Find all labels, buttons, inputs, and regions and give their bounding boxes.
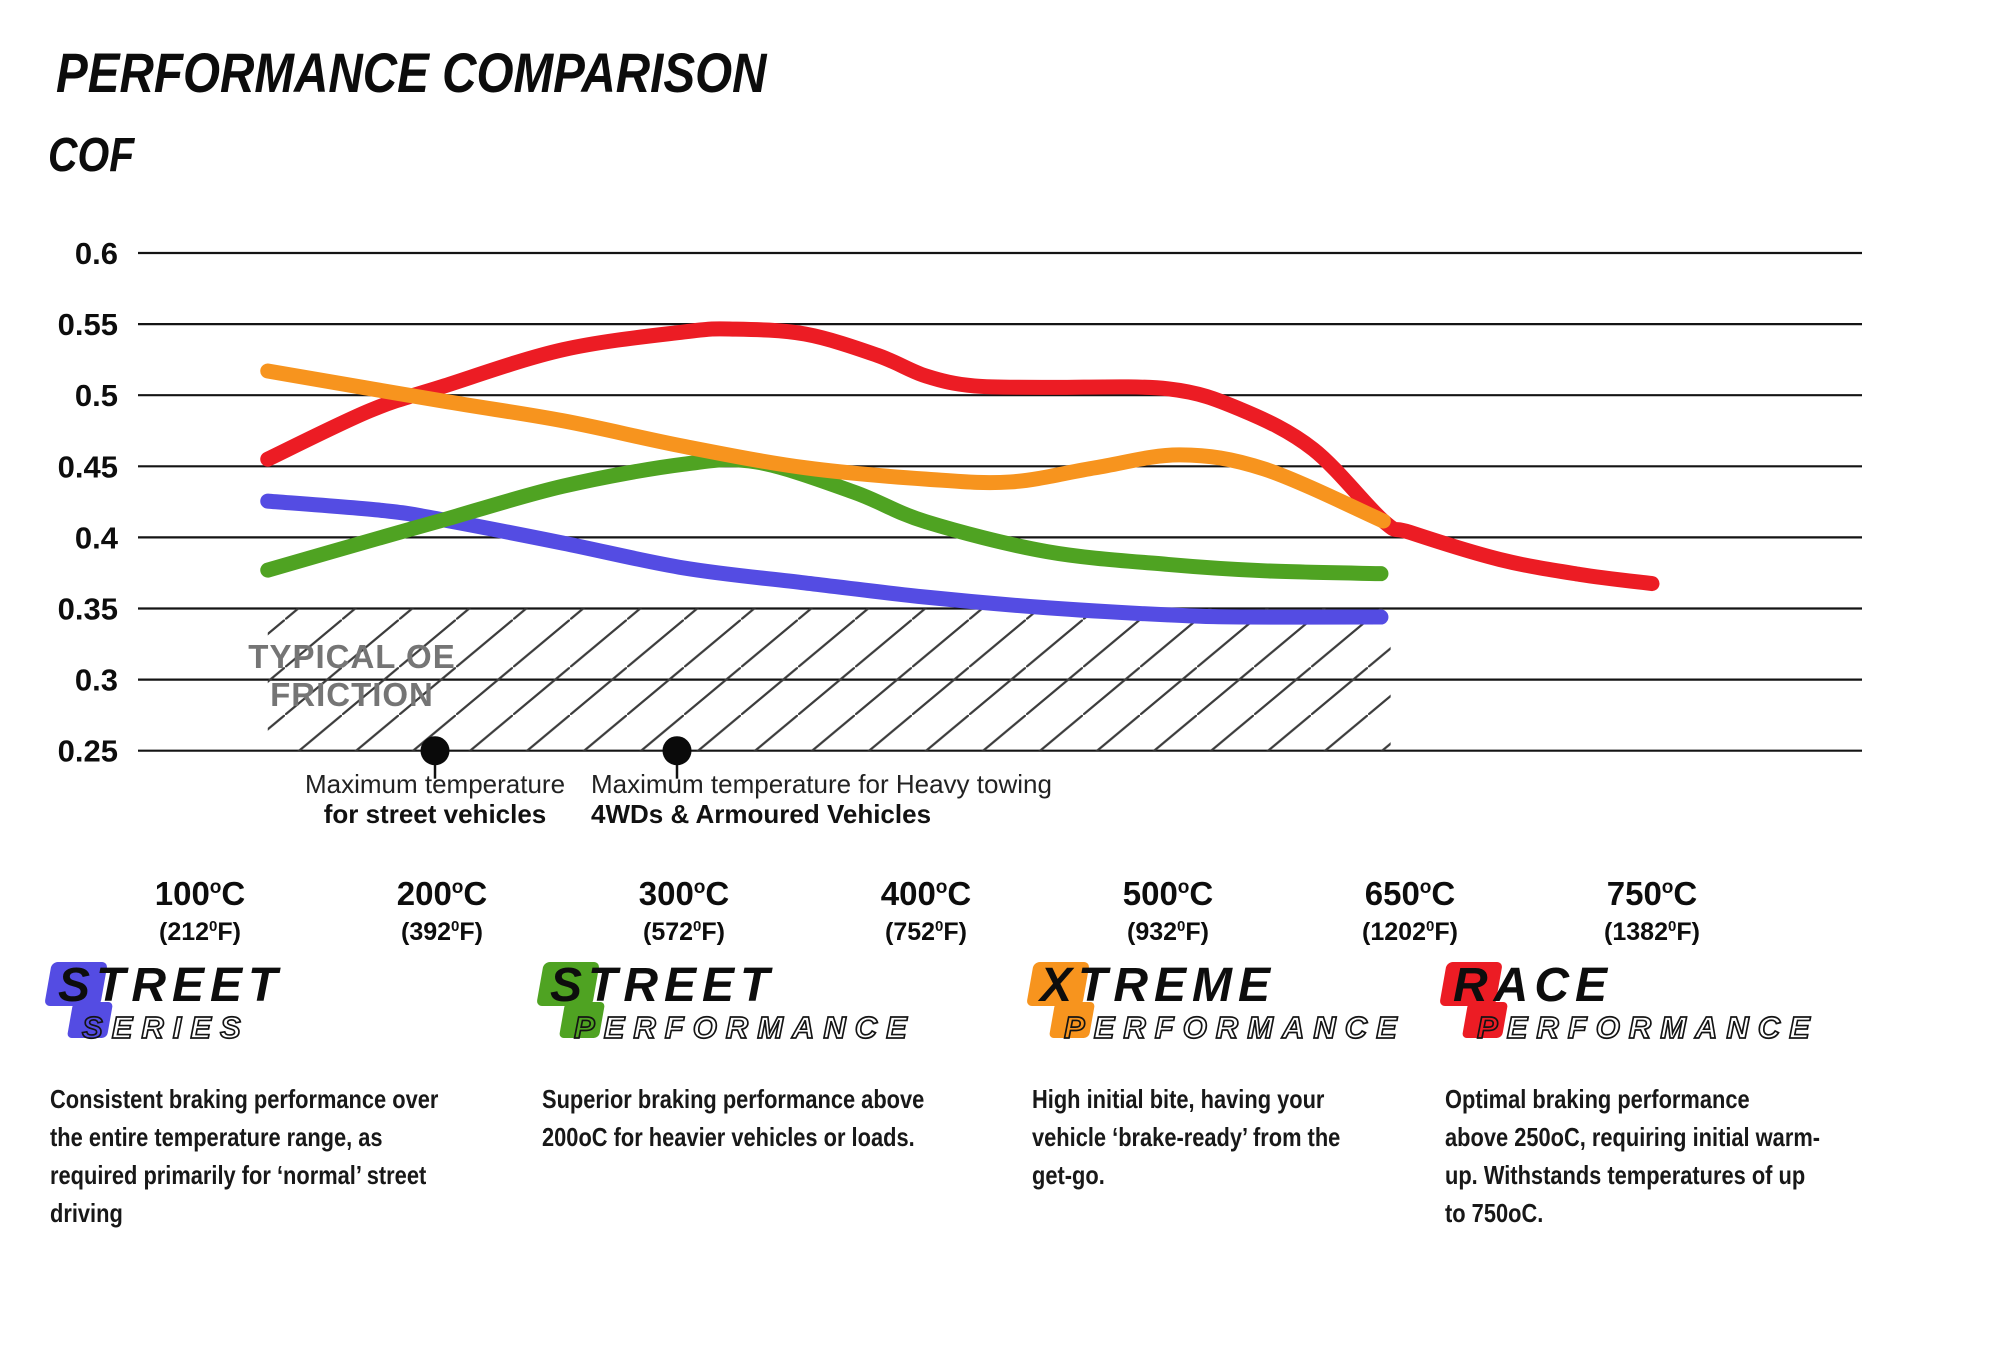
annotation-marker-dot [420, 736, 450, 766]
annotation-marker-dot [662, 736, 692, 766]
x-tick-label-fahrenheit: (7520F) [885, 918, 967, 946]
logo-line2: SERIES [81, 1009, 250, 1046]
legend-item-street-performance: STREET PERFORMANCE Superior braking perf… [536, 959, 997, 1156]
logo-line2: PERFORMANCE [1476, 1009, 1819, 1046]
logo-line2-rest: ERIES [111, 1009, 250, 1046]
series-street-performance [260, 452, 1389, 582]
y-tick-label: 0.4 [75, 520, 119, 555]
logo-line1: STREET [58, 959, 284, 1012]
logo-line1: RACE [1453, 959, 1614, 1012]
oe-zone-label: TYPICAL OE [248, 638, 455, 675]
y-tick-label: 0.5 [75, 378, 118, 413]
legend-description: Optimal braking performance above 250oC,… [1445, 1084, 1821, 1228]
logo-line1: XTREME [1040, 959, 1277, 1012]
legend-item-xtreme-performance: XTREME PERFORMANCE High initial bite, ha… [1026, 959, 1399, 1194]
typical-oe-friction-zone [267, 608, 1391, 751]
legend-description: Superior braking performance above 200oC… [542, 1084, 925, 1152]
x-tick-label-celsius: 400oC [881, 875, 972, 912]
logo-line2: PERFORMANCE [573, 1009, 916, 1046]
x-tick-label-fahrenheit: (3920F) [401, 918, 483, 946]
oe-zone-label: FRICTION [270, 676, 434, 713]
street-performance-logo: STREET PERFORMANCE [536, 959, 997, 1066]
street-series-logo: STREET SERIES [44, 959, 512, 1066]
y-tick-label: 0.3 [75, 663, 118, 698]
y-tick-label: 0.35 [58, 592, 118, 627]
xtreme-performance-logo: XTREME PERFORMANCE [1026, 959, 1399, 1066]
x-tick-label-celsius: 100oC [155, 875, 246, 912]
x-tick-label-celsius: 750oC [1607, 875, 1698, 912]
page-title: PERFORMANCE COMPARISON [56, 41, 767, 104]
logo-line2-initial: P [1476, 1009, 1507, 1046]
y-tick-label: 0.6 [75, 236, 118, 271]
race-performance-logo: RACE PERFORMANCE [1439, 959, 1891, 1066]
logo-line2-initial: P [1063, 1009, 1094, 1046]
annotation-text: Maximum temperature [305, 769, 565, 799]
x-tick-label-fahrenheit: (13820F) [1604, 918, 1700, 946]
y-tick-label: 0.55 [58, 307, 118, 342]
series-race-performance [260, 321, 1660, 592]
x-tick-label-celsius: 650oC [1365, 875, 1456, 912]
legend-item-street-series: STREET SERIES Consistent braking perform… [44, 959, 512, 1232]
y-tick-label: 0.25 [58, 734, 118, 769]
x-tick-label-fahrenheit: (5720F) [643, 918, 725, 946]
x-tick-label-fahrenheit: (12020F) [1362, 918, 1458, 946]
y-tick-label: 0.45 [58, 449, 118, 484]
x-tick-label-celsius: 500oC [1123, 875, 1214, 912]
annotation-text: for street vehicles [324, 799, 547, 829]
x-tick-label-celsius: 300oC [639, 875, 730, 912]
logo-line2-rest: ERFORMANCE [1506, 1009, 1819, 1046]
logo-line1: STREET [550, 959, 776, 1012]
annotation-text: Maximum temperature for Heavy towing [591, 769, 1052, 799]
logo-line2-initial: P [573, 1009, 604, 1046]
x-tick-label-fahrenheit: (2120F) [159, 918, 241, 946]
annotation-text: 4WDs & Armoured Vehicles [591, 799, 931, 829]
logo-line2-rest: ERFORMANCE [1093, 1009, 1406, 1046]
logo-line2-initial: S [81, 1009, 112, 1046]
x-tick-label-celsius: 200oC [397, 875, 488, 912]
series-xtreme-performance [260, 363, 1391, 529]
x-tick-label-fahrenheit: (9320F) [1127, 918, 1209, 946]
legend-description: Consistent braking performance over the … [50, 1084, 439, 1228]
legend-item-race-performance: RACE PERFORMANCE Optimal braking perform… [1439, 959, 1891, 1232]
y-axis-title: COF [48, 129, 135, 182]
logo-line2: PERFORMANCE [1063, 1009, 1406, 1046]
logo-line2-rest: ERFORMANCE [603, 1009, 916, 1046]
legend: STREET SERIES Consistent braking perform… [0, 959, 2000, 1346]
legend-description: High initial bite, having your vehicle ‘… [1032, 1084, 1341, 1190]
